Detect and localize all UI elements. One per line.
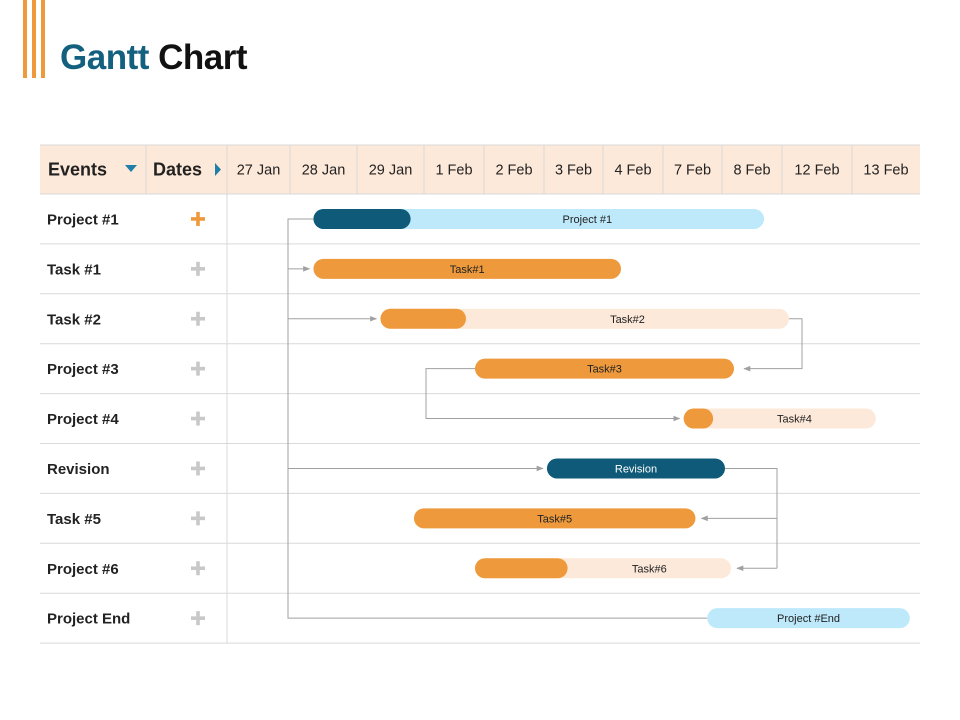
gantt-bar-4[interactable]: Task#4 <box>683 408 876 429</box>
row-label-4: Project #4 <box>47 411 119 428</box>
header-dates-label: Dates <box>153 160 202 180</box>
expand-plus-icon[interactable] <box>191 311 205 326</box>
gantt-bar-6[interactable]: Task#5 <box>413 508 696 529</box>
expand-plus-icon[interactable] <box>191 261 205 276</box>
gantt-bar-label-7: Task#6 <box>632 563 667 575</box>
row-label-0: Project #1 <box>47 211 119 228</box>
gantt-bar-2[interactable]: Task#2 <box>380 308 789 329</box>
row-label-7: Project #6 <box>47 561 119 578</box>
gantt-bar-7[interactable]: Task#6 <box>475 558 731 579</box>
gantt-bar-progress-7 <box>475 558 568 579</box>
page-title: Gantt Chart <box>60 38 248 78</box>
row-label-6: Task #5 <box>47 511 101 528</box>
gantt-bar-1[interactable]: Task#1 <box>313 258 621 279</box>
header-events-label: Events <box>48 160 107 180</box>
connector-revision-down <box>725 467 778 569</box>
gantt-bar-5[interactable]: Revision <box>546 458 725 479</box>
expand-plus-icon[interactable] <box>191 361 205 376</box>
row-label-5: Revision <box>47 461 110 478</box>
gantt-bar-label-6: Task#5 <box>537 513 572 525</box>
date-header-0: 27 Jan <box>237 163 281 179</box>
gantt-bar-progress-2 <box>380 308 466 329</box>
title-word-2: Chart <box>158 38 248 77</box>
gantt-bar-label-4: Task#4 <box>777 414 812 426</box>
date-header-10: 13 Feb <box>863 163 908 179</box>
connector-row2-row3 <box>743 318 803 372</box>
date-header-6: 4 Feb <box>614 163 651 179</box>
row-label-1: Task #1 <box>47 261 101 278</box>
connector-row3-row4 <box>425 368 681 422</box>
gantt-bar-label-0: Project #1 <box>563 214 613 226</box>
gantt-bar-8[interactable]: Project #End <box>707 608 910 629</box>
expand-plus-icon[interactable] <box>191 611 205 626</box>
gantt-bar-label-1: Task#1 <box>450 264 485 276</box>
row-label-3: Project #3 <box>47 361 119 378</box>
accent-stripes <box>23 0 47 78</box>
events-dropdown-icon[interactable] <box>125 165 137 172</box>
expand-plus-icon[interactable] <box>191 211 205 226</box>
header-background <box>40 145 920 194</box>
date-header-4: 2 Feb <box>495 163 532 179</box>
expand-plus-icon[interactable] <box>191 461 205 476</box>
date-header-9: 12 Feb <box>794 163 839 179</box>
connector-trunk <box>287 218 708 619</box>
date-header-3: 1 Feb <box>435 163 472 179</box>
gantt-bar-3[interactable]: Task#3 <box>475 358 734 379</box>
date-header-5: 3 Feb <box>555 163 592 179</box>
dates-expand-icon[interactable] <box>215 163 221 176</box>
gantt-bar-label-5: Revision <box>615 463 657 475</box>
date-header-7: 7 Feb <box>674 163 711 179</box>
gantt-bar-progress-4 <box>683 408 714 429</box>
gantt-bar-0[interactable]: Project #1 <box>313 208 764 229</box>
gantt-bar-label-8: Project #End <box>777 613 840 625</box>
gantt-bar-progress-0 <box>313 208 411 229</box>
date-header-8: 8 Feb <box>733 163 770 179</box>
expand-plus-icon[interactable] <box>191 511 205 526</box>
date-header-2: 29 Jan <box>369 163 413 179</box>
row-label-2: Task #2 <box>47 311 101 328</box>
gantt-bar-label-2: Task#2 <box>610 314 645 326</box>
dependency-connectors <box>287 218 803 619</box>
title-word-1: Gantt <box>60 38 149 77</box>
expand-plus-icon[interactable] <box>191 411 205 426</box>
row-label-8: Project End <box>47 611 130 628</box>
gantt-bar-label-3: Task#3 <box>587 364 622 376</box>
date-header-1: 28 Jan <box>302 163 346 179</box>
expand-plus-icon[interactable] <box>191 561 205 576</box>
